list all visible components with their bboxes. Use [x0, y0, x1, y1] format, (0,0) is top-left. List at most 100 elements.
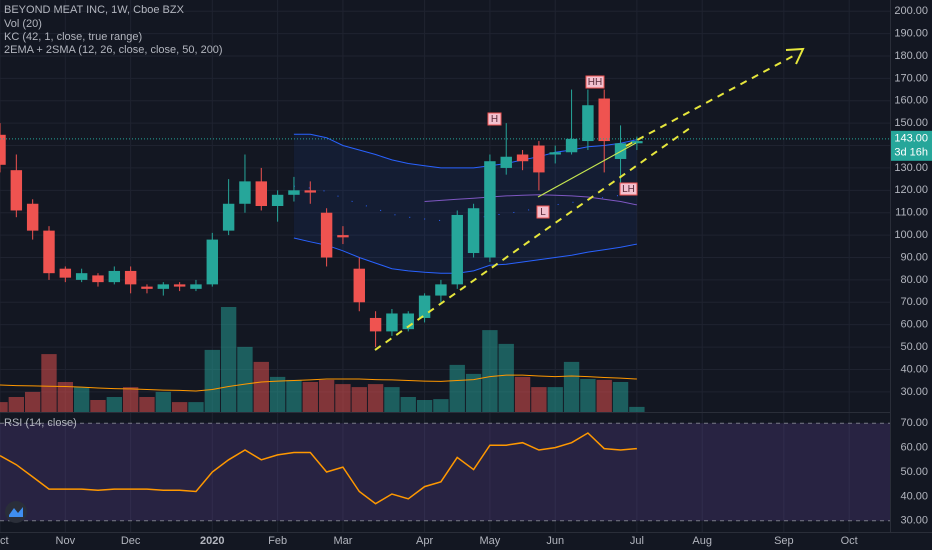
- candle-body: [43, 230, 55, 274]
- candle-body: [337, 235, 349, 238]
- volume-bar: [41, 354, 57, 412]
- x-tick-label: Dec: [121, 535, 141, 547]
- annotation-label: L: [540, 207, 546, 218]
- price-label-bg: [891, 130, 932, 161]
- volume-ma: [0, 374, 637, 392]
- x-tick-label: Apr: [416, 535, 433, 547]
- y-tick-label: 130.00: [894, 162, 928, 174]
- y-tick-label: 70.00: [900, 417, 928, 429]
- candle-body: [369, 317, 382, 332]
- volume-bar: [482, 330, 498, 412]
- y-tick-label: 160.00: [894, 95, 928, 107]
- candle-body: [255, 181, 267, 206]
- candle-body: [451, 214, 463, 285]
- y-tick-label: 90.00: [900, 251, 928, 263]
- candle-body: [598, 98, 610, 142]
- volume-bar: [465, 373, 482, 412]
- price-label: 143.00: [894, 133, 928, 145]
- annotation-label: HH: [588, 77, 602, 88]
- candle-body: [484, 161, 496, 258]
- volume-bar: [302, 382, 318, 412]
- annotation: HH: [585, 75, 605, 89]
- y-tick-label: 50.00: [900, 466, 928, 478]
- volume-bar: [531, 387, 547, 412]
- y-tick-label: 40.00: [900, 363, 928, 375]
- rsi-band: [0, 423, 890, 521]
- y-tick-label: 150.00: [894, 117, 928, 129]
- rsi-title: RSI (14, close): [4, 417, 77, 429]
- volume-bar: [220, 307, 237, 412]
- y-tick-label: 30.00: [900, 515, 928, 527]
- y-tick-label: 100.00: [894, 229, 928, 241]
- annotation: L: [536, 205, 550, 219]
- candle-body: [565, 138, 578, 153]
- volume-bar: [351, 387, 367, 412]
- plot: [0, 89, 890, 505]
- indicator-label: KC (42, 1, close, true range): [4, 31, 142, 43]
- y-tick-label: 30.00: [900, 386, 928, 398]
- overlay-line: [293, 237, 637, 274]
- y-tick-label: 200.00: [894, 5, 928, 17]
- overlay-line: [424, 194, 638, 206]
- volume-bar: [400, 397, 416, 412]
- candle-body: [190, 284, 202, 289]
- volume-bar: [563, 361, 580, 412]
- volume-bar: [416, 400, 433, 412]
- candle-body: [92, 275, 104, 283]
- volume-bar: [155, 391, 171, 412]
- volume-bar: [384, 387, 400, 412]
- volume-bar: [204, 349, 220, 412]
- volume-bar: [547, 387, 563, 412]
- candle-body: [173, 284, 186, 287]
- y-tick-label: 190.00: [894, 27, 928, 39]
- arrow-head: [785, 47, 805, 65]
- trend-arrow: [625, 54, 796, 147]
- candle-body: [271, 194, 284, 206]
- volume-bar: [269, 376, 286, 412]
- candle-body: [435, 284, 447, 296]
- y-tick-label: 70.00: [900, 296, 928, 308]
- volume-bar: [24, 391, 41, 412]
- volume-bar: [8, 397, 25, 412]
- candle-body: [631, 141, 643, 144]
- volume-bar: [629, 406, 645, 412]
- y-tick-label: 60.00: [900, 319, 928, 331]
- candle-body: [516, 154, 529, 162]
- volume-bar: [73, 387, 90, 412]
- rsi-line: [0, 432, 637, 505]
- volume-bar: [171, 402, 188, 412]
- candle-body: [386, 313, 398, 332]
- volume-bar: [139, 397, 155, 412]
- volume-bar: [367, 384, 384, 412]
- axis: 30.00 40.00 50.00 60.00 70.00 80.00 90.00 100.0…: [0, 5, 932, 547]
- annotation-label: H: [491, 114, 498, 125]
- y-tick-label: 170.00: [894, 72, 928, 84]
- trend-line: [537, 142, 637, 198]
- candle-body: [108, 270, 121, 283]
- candle-body: [467, 208, 480, 254]
- candle-body: [320, 212, 333, 258]
- candle-body: [0, 134, 6, 165]
- x-tick-label: Feb: [268, 535, 287, 547]
- volume-bar: [498, 343, 514, 412]
- y-tick-label: 120.00: [894, 184, 928, 196]
- x-tick-label: Oct: [0, 535, 9, 547]
- candle-body: [141, 286, 153, 289]
- candle-body: [353, 268, 365, 303]
- candle-body: [206, 239, 219, 285]
- annotation: H: [487, 112, 502, 126]
- x-tick-label: May: [480, 535, 501, 547]
- candle-body: [304, 190, 316, 193]
- grid: [0, 0, 890, 532]
- candle-body: [26, 203, 39, 231]
- annotation-label: LH: [622, 184, 635, 195]
- candle-body: [59, 268, 72, 278]
- candle-body: [75, 273, 88, 280]
- candle-body: [549, 152, 561, 155]
- candle-body: [10, 170, 23, 211]
- volume-bar: [514, 376, 531, 412]
- volume-bar: [106, 397, 122, 412]
- volume-bar: [318, 379, 335, 412]
